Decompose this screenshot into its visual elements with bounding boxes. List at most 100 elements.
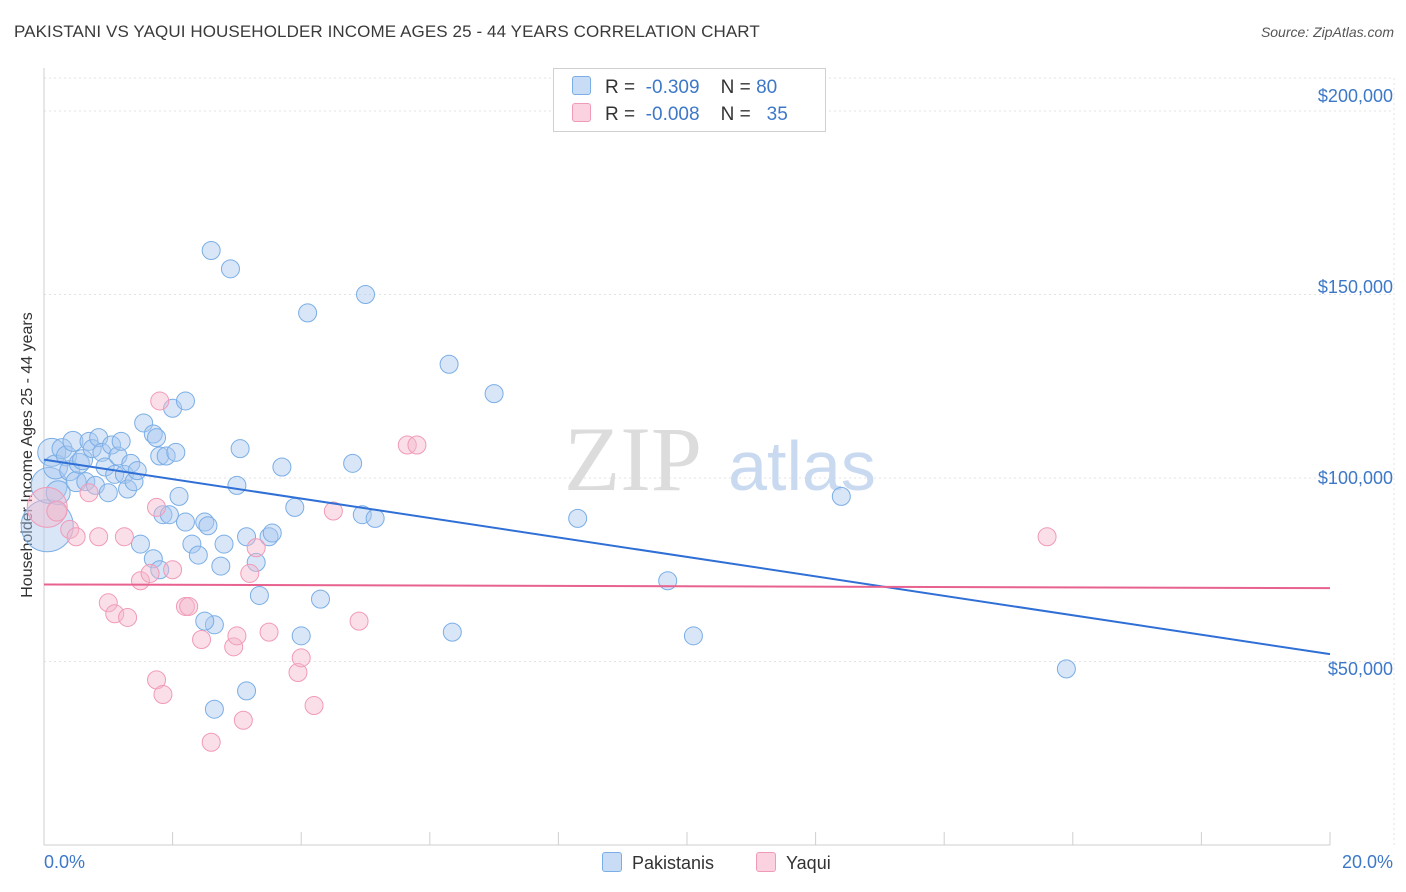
pakistani-point (102, 435, 122, 455)
y-tick-label: $50,000 (1327, 659, 1393, 679)
series-legend-pakistanis: Pakistanis (602, 852, 714, 874)
pakistani-point (683, 626, 703, 646)
yaqui-point (140, 563, 160, 583)
pakistani-point (246, 552, 266, 572)
pakistani-point (182, 534, 202, 554)
pakistani-point (156, 446, 176, 466)
pakistani-point (198, 516, 218, 536)
pakistani-point (211, 556, 231, 576)
watermark-zip: ZIP (564, 408, 702, 510)
yaqui-point (163, 560, 183, 580)
pakistani-point (62, 430, 84, 452)
legend-swatch-icon (572, 103, 591, 122)
y-tick-label: $150,000 (1317, 277, 1393, 297)
yaqui-point (291, 648, 311, 668)
yaqui-point (60, 519, 80, 539)
pakistani-point (175, 391, 195, 411)
pakistani-trend-line (43, 458, 1331, 656)
yaqui-point (246, 538, 266, 558)
yaqui-point (179, 596, 199, 616)
pakistani-point (272, 457, 292, 477)
legend-r-label: R = (605, 77, 636, 98)
y-tick-label: $100,000 (1317, 468, 1393, 488)
pakistani-point (285, 497, 305, 517)
yaqui-point (288, 663, 308, 683)
yaqui-point (1037, 527, 1057, 547)
pakistani-point (143, 549, 163, 569)
pakistani-point (230, 439, 250, 459)
yaqui-point (79, 483, 99, 503)
pakistani-point (92, 442, 112, 462)
pakistani-point (175, 512, 195, 532)
legend-n-label: N = (720, 77, 751, 98)
trend-lines (43, 458, 1331, 656)
pakistani-point (201, 240, 221, 260)
pakistani-point (65, 471, 87, 493)
pakistani-point (130, 534, 150, 554)
pakistani-point (204, 699, 224, 719)
yaqui-trend-line (43, 583, 1331, 590)
legend-label: Pakistanis (632, 853, 715, 873)
pakistani-point (147, 428, 167, 448)
pakistani-point (188, 545, 208, 565)
pakistani-point (76, 472, 96, 492)
pakistani-point (343, 453, 363, 473)
yaqui-point (240, 563, 260, 583)
watermark: ZIP atlas (564, 408, 876, 510)
data-points (20, 240, 1076, 752)
yaqui-point (98, 593, 118, 613)
pakistani-point (365, 508, 385, 528)
yaqui-point (397, 435, 417, 455)
yaqui-point (349, 611, 369, 631)
watermark-atlas: atlas (728, 427, 876, 505)
yaqui-point (46, 500, 68, 522)
legend-n-value: 80 (756, 77, 778, 98)
legend-row-yaqui: R = -0.008 N = 35 (572, 103, 788, 129)
x-tick-label-max: 20.0% (1341, 852, 1393, 872)
pakistani-point (249, 585, 269, 605)
legend-swatch-icon (572, 76, 591, 95)
grid-lines (44, 77, 1395, 845)
pakistani-point (831, 486, 851, 506)
pakistani-point (237, 681, 257, 701)
pakistani-point (291, 626, 311, 646)
yaqui-point (304, 696, 324, 716)
yaqui-point (224, 637, 244, 657)
y-tick-label: $200,000 (1317, 86, 1393, 106)
pakistani-point (111, 431, 131, 451)
pakistani-point (227, 475, 247, 495)
yaqui-point (323, 501, 343, 521)
pakistani-point (127, 461, 147, 481)
pakistani-point (143, 424, 163, 444)
source-label: Source: ZipAtlas.com (1260, 24, 1394, 40)
yaqui-point (147, 497, 167, 517)
pakistani-point (150, 446, 170, 466)
pakistani-point (214, 534, 234, 554)
yaqui-point (66, 527, 86, 547)
pakistani-point (166, 442, 186, 462)
yaqui-point (227, 626, 247, 646)
pakistani-point (153, 505, 173, 525)
pakistani-point (204, 615, 224, 635)
correlation-legend: R = -0.309 N = 80 R = -0.008 N = 35 (553, 68, 826, 132)
pakistani-point (237, 527, 257, 547)
legend-row-pakistanis: R = -0.309 N = 80 (572, 76, 777, 102)
pakistani-point (220, 259, 240, 279)
pakistani-point (442, 622, 462, 642)
yaqui-point (407, 435, 427, 455)
axes (43, 68, 1331, 846)
pakistani-point (259, 527, 279, 547)
yaqui-point (105, 604, 125, 624)
legend-swatch-icon (602, 852, 622, 872)
legend-swatch-icon (756, 852, 776, 872)
pakistani-point (82, 439, 102, 459)
pakistani-point (1056, 659, 1076, 679)
pakistani-point (352, 505, 372, 525)
pakistani-point (195, 512, 215, 532)
yaqui-point (150, 391, 170, 411)
pakistani-point (20, 499, 74, 553)
pakistani-point (356, 285, 375, 305)
pakistani-point (298, 303, 318, 323)
yaqui-point (233, 710, 253, 730)
